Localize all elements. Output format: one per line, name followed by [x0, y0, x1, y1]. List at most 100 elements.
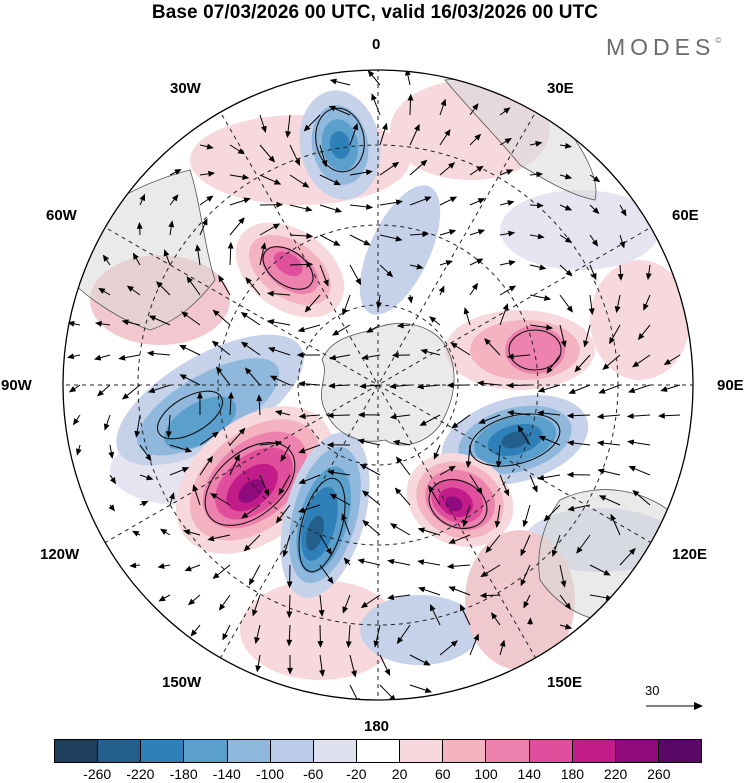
wind-vector-head [304, 305, 312, 313]
wind-vector-head [129, 562, 137, 569]
wind-vector-head [564, 142, 573, 149]
wind-vector-head [506, 409, 515, 416]
wind-vector-head [174, 169, 182, 175]
wind-vector-head [179, 344, 187, 351]
wind-vector-head [433, 452, 440, 460]
wind-vector-head [478, 418, 486, 424]
wind-vector-head [171, 194, 179, 202]
wind-vector-head [212, 309, 220, 317]
colorbar-tick-label: -180 [169, 766, 198, 782]
wind-vector-head [280, 454, 287, 463]
wind-vector-head [539, 264, 547, 271]
wind-vector-head [298, 380, 306, 387]
wind-vector-head [566, 305, 574, 313]
wind-vector-head [564, 623, 573, 630]
wind-vector-head [357, 558, 365, 565]
wind-vector-head [240, 341, 249, 348]
wind-vector-head [414, 123, 420, 132]
wind-vector-head [588, 308, 595, 316]
colorbar-tick-label: -60 [303, 766, 324, 782]
wind-vector-head [169, 492, 175, 500]
colorbar-tick-label: 20 [391, 766, 408, 782]
wind-vector-head [603, 569, 611, 576]
wind-vector-head [424, 687, 433, 693]
wind-vector-head [210, 493, 218, 500]
wind-vector-head [163, 249, 170, 257]
wind-vector-head [543, 514, 551, 522]
wind-vector-head [365, 169, 373, 176]
wind-vector-head [517, 425, 524, 433]
wind-vector-head [94, 320, 102, 327]
wind-vector-head [551, 549, 558, 557]
weak-negative-patch [359, 185, 441, 315]
wind-vector-head [476, 165, 484, 172]
wind-vector-head [272, 223, 281, 230]
wind-vector-head [93, 354, 102, 361]
wind-vector-head [508, 285, 517, 292]
colorbar [54, 739, 702, 763]
reference-vector-label: 30 [645, 683, 660, 698]
wind-vector-head [373, 640, 380, 648]
positive-cell-northeast [445, 310, 595, 390]
wind-vector-head [159, 528, 168, 535]
wind-vector-head [275, 440, 283, 447]
wind-vector-head [238, 427, 246, 435]
wind-vector-head [97, 389, 105, 397]
wind-vector-head [566, 440, 574, 446]
colorbar-swatch [183, 740, 227, 762]
lon-label-180: 180 [364, 718, 390, 735]
wind-vector-head [494, 520, 501, 528]
wind-vector-head [423, 659, 431, 666]
wind-vector-head [147, 387, 156, 394]
wind-vector-head [545, 324, 554, 331]
lon-label-90w: 90W [1, 377, 32, 394]
wind-vector-head [444, 128, 451, 137]
wind-vector-head [184, 565, 192, 572]
wind-vector-head [546, 366, 553, 374]
graticule [63, 70, 693, 700]
wind-vector-head [446, 382, 454, 389]
wind-vector-head [187, 598, 196, 606]
wind-vector-head [643, 303, 649, 311]
wind-vector-head [298, 478, 306, 484]
wind-vector-head [632, 489, 640, 497]
wind-vector-head [484, 338, 491, 346]
wind-vector-head [190, 629, 198, 637]
wind-vector-head [448, 162, 456, 169]
wind-vector-head [407, 296, 414, 304]
wind-vector-head [305, 206, 313, 212]
wind-vector-head [212, 572, 220, 580]
wind-vector-head [362, 519, 370, 527]
wind-vector-head [495, 461, 502, 469]
wind-vector-head [192, 484, 199, 492]
wind-vector-head [206, 195, 214, 202]
wind-vector-head [136, 221, 143, 229]
wind-vector-head [424, 196, 432, 202]
weak-negative-patch [500, 190, 660, 270]
wind-vector-head [617, 273, 624, 281]
wind-vector-head [234, 453, 240, 462]
weak-negative-patch [360, 595, 480, 665]
wind-vector-head [109, 476, 117, 485]
wind-vector-head [327, 469, 335, 476]
colorbar-swatch [226, 740, 270, 762]
wind-vector-head [360, 601, 369, 609]
wind-vector-head [121, 319, 129, 326]
wind-vector-head [396, 322, 404, 329]
wind-vector-head [418, 586, 426, 593]
wind-vector-head [134, 430, 141, 438]
wind-vector-head [286, 581, 293, 589]
wind-vector-head [297, 326, 305, 333]
wind-vector-head [328, 382, 336, 389]
wind-vector-head [627, 439, 635, 446]
wind-vector-head [329, 493, 338, 500]
wind-vector-head [663, 358, 672, 365]
wind-vector-head [657, 412, 665, 419]
wind-vector-head [148, 315, 157, 322]
wind-vector-head [215, 366, 223, 374]
wind-vector-head [361, 490, 370, 497]
wind-vector-head [543, 295, 552, 301]
wind-vector-head [260, 242, 267, 250]
colorbar-tick-label: 140 [517, 766, 541, 782]
colorbar-swatch [312, 740, 356, 762]
